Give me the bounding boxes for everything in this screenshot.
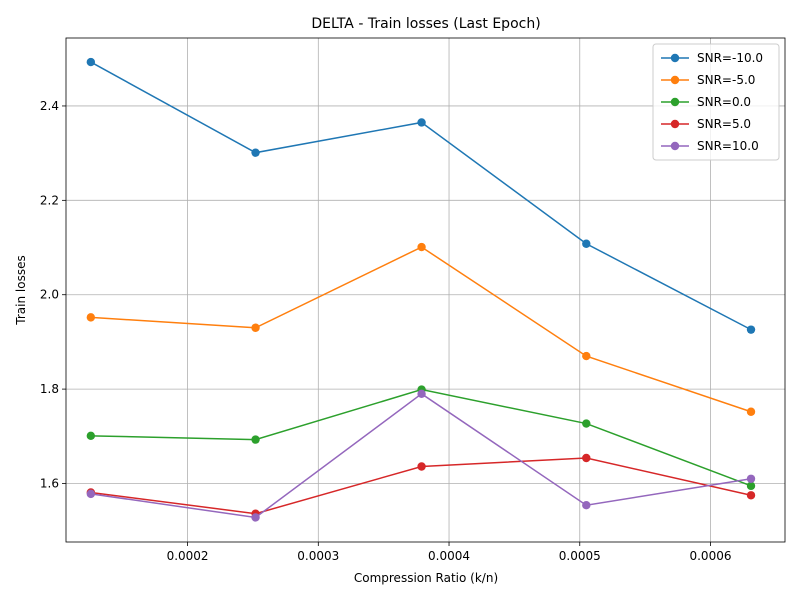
x-tick-label: 0.0004	[428, 549, 470, 563]
y-tick-label: 2.2	[40, 193, 59, 207]
chart-title: DELTA - Train losses (Last Epoch)	[311, 16, 540, 32]
legend-item: SNR=-10.0	[661, 51, 763, 65]
data-point	[86, 313, 96, 322]
y-tick-label: 2.4	[40, 99, 59, 113]
axis-ticks: 0.0002 0.0003 0.0004 0.0005 0.0006 1.6 1.8 2.0 2…	[40, 99, 732, 563]
data-point	[582, 239, 591, 248]
data-point	[746, 407, 756, 416]
legend-box	[652, 43, 780, 161]
data-point	[251, 435, 260, 444]
data-point	[251, 513, 260, 522]
legend-swatch-marker	[670, 53, 680, 63]
series-0	[86, 57, 756, 334]
legend-item: SNR=10.0	[661, 139, 759, 153]
data-point	[86, 57, 96, 67]
x-axis-label: Compression Ratio (k/n)	[354, 571, 498, 585]
series-1	[86, 242, 756, 416]
legend-swatch-marker	[670, 97, 680, 107]
series-4	[86, 389, 756, 522]
x-tick-label: 0.0002	[167, 549, 209, 563]
legend-item: SNR=-5.0	[661, 73, 755, 87]
legend-label: SNR=10.0	[697, 139, 759, 153]
data-point	[582, 500, 591, 510]
data-point	[582, 419, 591, 428]
x-tick-label: 0.0005	[559, 549, 601, 563]
legend-label: SNR=-10.0	[697, 51, 763, 65]
y-tick-label: 1.8	[40, 382, 59, 396]
data-point	[417, 389, 426, 399]
legend-item: SNR=0.0	[661, 95, 751, 109]
y-tick-label: 1.6	[40, 476, 59, 490]
data-point	[251, 323, 260, 332]
data-point	[417, 242, 426, 252]
data-point	[746, 325, 756, 334]
y-axis-label: Train losses	[14, 255, 28, 325]
series-layer	[86, 57, 756, 522]
y-tick-label: 2.0	[40, 288, 59, 302]
legend: SNR=-10.0 SNR=-5.0 SNR=0.0 SNR=5.0 SNR=10.0	[652, 43, 780, 161]
legend-swatch-marker	[670, 75, 680, 85]
plot-frame	[65, 37, 786, 543]
legend-swatch-marker	[670, 119, 680, 129]
x-tick-label: 0.0006	[689, 549, 731, 563]
data-point	[417, 462, 426, 471]
legend-label: SNR=0.0	[697, 95, 751, 109]
legend-label: SNR=5.0	[697, 117, 751, 131]
series-2	[86, 385, 756, 491]
legend-item: SNR=5.0	[661, 117, 751, 131]
data-point	[746, 491, 756, 500]
data-point	[746, 474, 756, 483]
data-point	[86, 489, 96, 499]
data-point	[417, 118, 426, 127]
legend-label: SNR=-5.0	[697, 73, 755, 87]
data-point	[251, 148, 260, 157]
x-tick-label: 0.0003	[297, 549, 339, 563]
legend-swatch-marker	[670, 141, 680, 151]
data-point	[86, 431, 96, 441]
data-point	[582, 351, 591, 361]
data-point	[582, 453, 591, 463]
data-point	[746, 481, 756, 491]
